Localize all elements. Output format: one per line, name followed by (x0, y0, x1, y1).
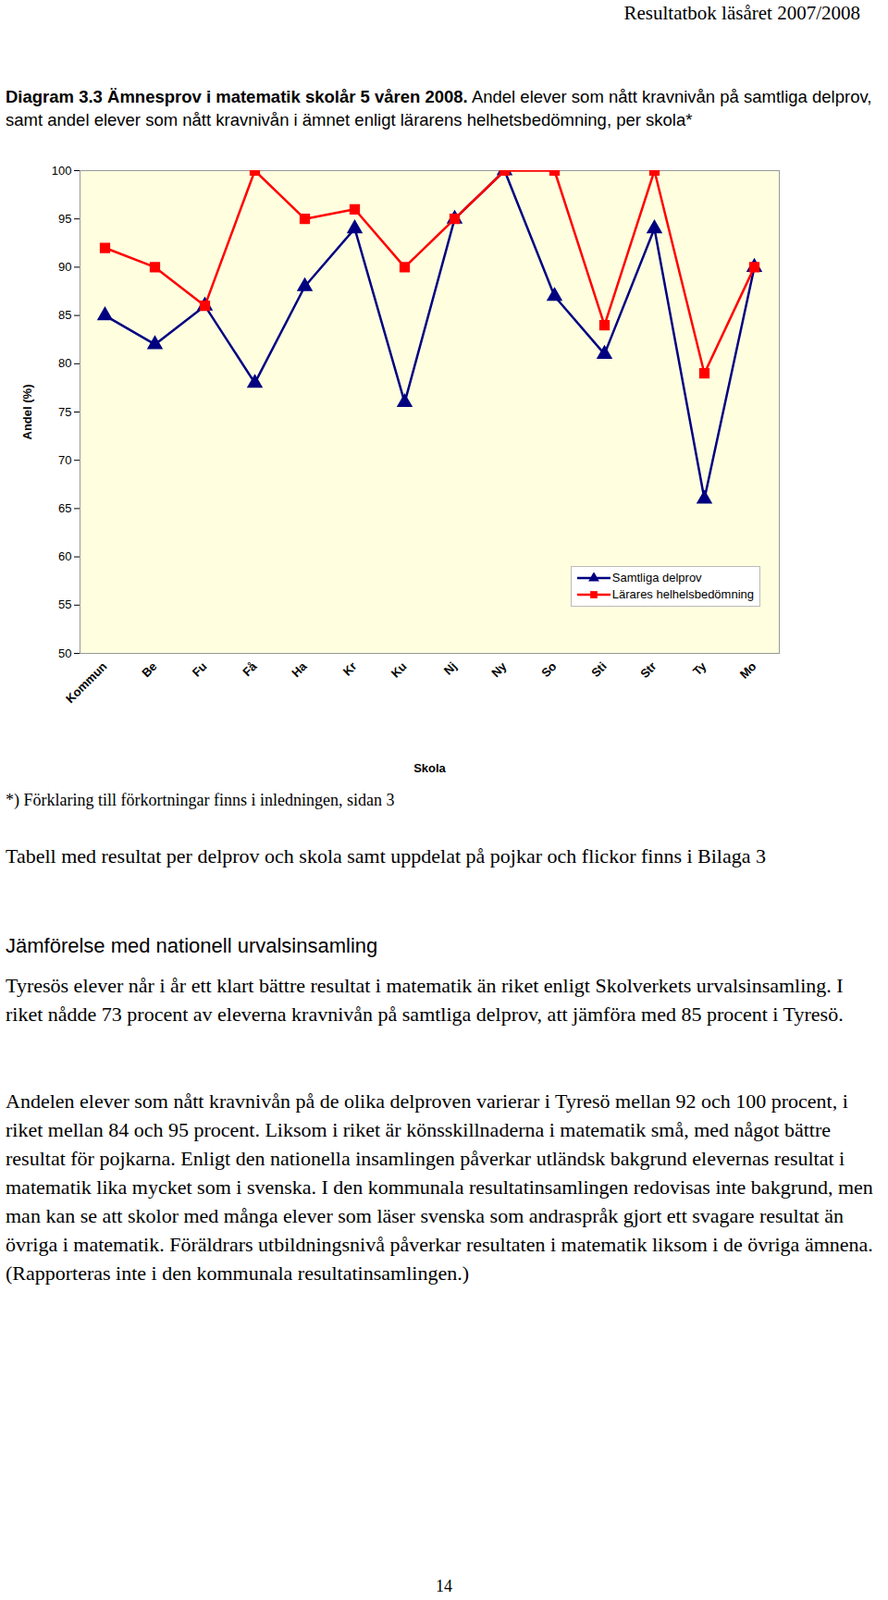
svg-text:90: 90 (58, 259, 72, 274)
html-text:Jämförelse med nationell urval: Jämförelse med nationell urvalsinsamling (5, 934, 378, 958)
svg-text:Skola: Skola (413, 761, 446, 776)
svg-text:Be: Be (138, 659, 160, 680)
svg-text:Fu: Fu (189, 659, 210, 680)
svg-text:Andel (%): Andel (%) (20, 384, 35, 441)
svg-text:Ku: Ku (388, 659, 410, 681)
svg-text:60: 60 (58, 549, 72, 564)
svg-text:85: 85 (58, 308, 72, 322)
svg-text:65: 65 (58, 501, 72, 516)
svg-text:80: 80 (58, 356, 72, 370)
html-text:Resultatbok läsåret 2007/2008: Resultatbok läsåret 2007/2008 (623, 1, 861, 25)
html-text:Samtliga delprov: Samtliga delprov (612, 570, 702, 585)
html-text:Tyresös elever når i år ett kl: Tyresös elever når i år ett klart bättre… (5, 974, 844, 1026)
html-text:14: 14 (435, 1577, 453, 1596)
svg-text:50: 50 (58, 646, 72, 661)
svg-text:Nj: Nj (441, 659, 460, 679)
svg-text:Sti: Sti (588, 659, 609, 680)
svg-text:Ty: Ty (690, 658, 710, 679)
svg-text:100: 100 (51, 163, 73, 178)
html-text:Diagram 3.3 Ämnesprov i matema: Diagram 3.3 Ämnesprov i matematik skolår… (5, 86, 872, 130)
svg-text:55: 55 (58, 597, 72, 612)
svg-text:Kommun: Kommun (62, 659, 110, 706)
svg-text:So: So (538, 659, 559, 680)
svg-text:95: 95 (58, 211, 72, 226)
svg-text:Ha: Ha (288, 658, 310, 680)
svg-text:Kr: Kr (340, 659, 360, 679)
svg-text:Få: Få (239, 658, 260, 679)
html-text:Tabell med resultat per delpro: Tabell med resultat per delprov och skol… (5, 844, 766, 868)
svg-text:Str: Str (637, 659, 659, 681)
html-text:Andelen elever som nått kravni: Andelen elever som nått kravnivån på de … (5, 1089, 874, 1285)
html-text:*) Förklaring till förkortning: *) Förklaring till förkortningar finns i… (5, 790, 395, 810)
svg-text:Ny: Ny (488, 658, 510, 680)
svg-text:70: 70 (58, 453, 72, 468)
svg-text:Mo: Mo (737, 659, 760, 682)
svg-text:75: 75 (58, 405, 72, 420)
html-text:Lärares helhelsbedömning: Lärares helhelsbedömning (612, 587, 754, 602)
